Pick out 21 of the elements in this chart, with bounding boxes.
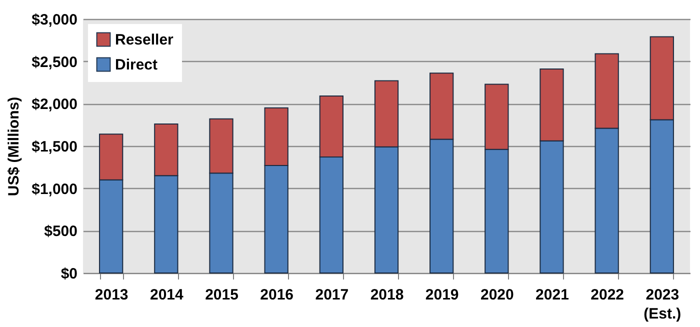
x-tick-label: 2022 [590,286,624,304]
x-tick-label: 2021 [536,286,569,304]
x-tick-label: 2014 [150,286,184,304]
y-tick-label: $2,000 [32,96,78,114]
y-tick-label: $2,500 [32,54,78,71]
legend-label: Direct [115,56,158,74]
y-tick-label: $0 [60,266,78,282]
x-tick-label: 2016 [260,286,294,304]
x-tick-label: 2023 (Est.) [644,286,682,322]
x-tick-label: 2017 [315,286,349,304]
y-axis-title: US$ (Millions) [6,96,23,196]
x-tick-label: 2020 [480,286,514,304]
y-tick-label: $1,000 [32,180,78,198]
x-tick-label: 2015 [205,286,238,304]
y-tick-label: $3,000 [32,12,78,28]
legend-label: Reseller [115,32,174,48]
x-tick-label: 2013 [94,286,128,304]
y-tick-label: $1,500 [32,138,78,156]
y-tick-label: $500 [44,223,78,240]
x-tick-label: 2018 [370,286,404,304]
x-tick-label: 2019 [425,286,459,304]
